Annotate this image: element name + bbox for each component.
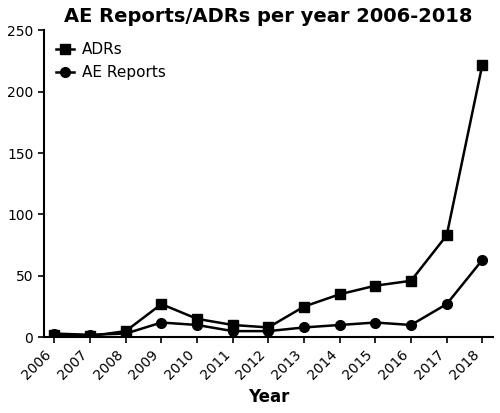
Line: AE Reports: AE Reports	[50, 255, 487, 339]
ADRs	[444, 233, 450, 238]
ADRs	[408, 278, 414, 283]
ADRs	[372, 283, 378, 288]
AE Reports	[408, 323, 414, 328]
ADRs	[194, 316, 200, 321]
AE Reports	[230, 329, 235, 334]
ADRs	[87, 334, 93, 339]
ADRs	[123, 329, 129, 334]
AE Reports	[301, 325, 307, 330]
ADRs	[52, 332, 58, 337]
AE Reports	[194, 323, 200, 328]
Legend: ADRs, AE Reports: ADRs, AE Reports	[52, 38, 171, 85]
ADRs	[480, 62, 486, 67]
AE Reports	[52, 331, 58, 336]
ADRs	[336, 292, 342, 297]
ADRs	[301, 304, 307, 309]
AE Reports	[158, 320, 164, 325]
Title: AE Reports/ADRs per year 2006-2018: AE Reports/ADRs per year 2006-2018	[64, 7, 472, 26]
AE Reports	[372, 320, 378, 325]
AE Reports	[444, 301, 450, 306]
ADRs	[230, 323, 235, 328]
X-axis label: Year: Year	[248, 388, 289, 406]
AE Reports	[123, 331, 129, 336]
ADRs	[266, 325, 272, 330]
AE Reports	[480, 257, 486, 262]
AE Reports	[87, 332, 93, 337]
AE Reports	[336, 323, 342, 328]
AE Reports	[266, 329, 272, 334]
ADRs	[158, 301, 164, 306]
Line: ADRs: ADRs	[50, 60, 487, 341]
